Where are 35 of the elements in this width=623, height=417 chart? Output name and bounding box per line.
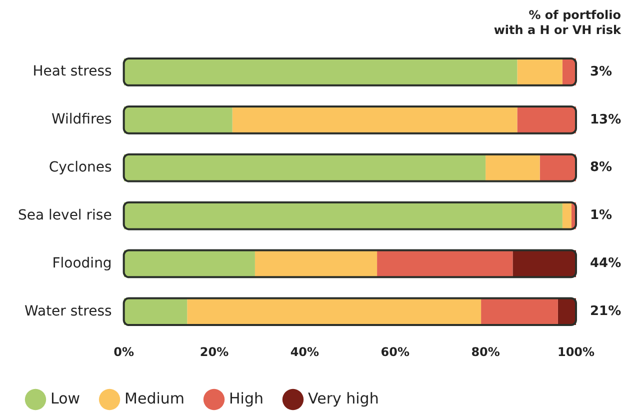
- x-tick-label: 100%: [557, 344, 595, 359]
- bar: [232, 106, 518, 134]
- x-tick-label: 40%: [290, 344, 320, 359]
- y-tick-label: Flooding: [52, 255, 112, 272]
- bar: [481, 298, 558, 326]
- y-tick-label: Water stress: [24, 303, 112, 320]
- y-tick-label: Wildfires: [51, 112, 112, 128]
- y-tick-label: Heat stress: [32, 64, 112, 80]
- text: 8%: [590, 160, 612, 176]
- bar: [517, 58, 562, 86]
- x-tick-label: 60%: [380, 344, 410, 359]
- text: 3%: [590, 64, 612, 80]
- x-tick-label: 80%: [471, 344, 500, 359]
- bar: [517, 106, 576, 134]
- bar: [187, 298, 482, 326]
- text: 1%: [590, 208, 612, 224]
- bar: [124, 298, 188, 326]
- bar: [486, 154, 540, 182]
- legend-label: Very high: [308, 389, 379, 408]
- text: 44%: [590, 256, 622, 272]
- legend-label: High: [229, 389, 264, 408]
- y-tick-label: Cyclones: [48, 159, 112, 176]
- x-tick-label: 0%: [114, 344, 134, 359]
- bar: [124, 58, 518, 86]
- bar: [254, 250, 378, 278]
- text: 21%: [590, 304, 622, 320]
- text: 13%: [590, 112, 622, 128]
- x-tick-label: 20%: [200, 344, 229, 359]
- legend-label: Low: [50, 389, 80, 408]
- bar: [377, 250, 513, 278]
- legend-label: Medium: [124, 389, 185, 408]
- bar: [124, 154, 486, 182]
- bar: [124, 106, 232, 134]
- text: % of portfolio with a H or VH risk: [494, 8, 622, 38]
- y-tick-label: Sea level rise: [18, 207, 112, 224]
